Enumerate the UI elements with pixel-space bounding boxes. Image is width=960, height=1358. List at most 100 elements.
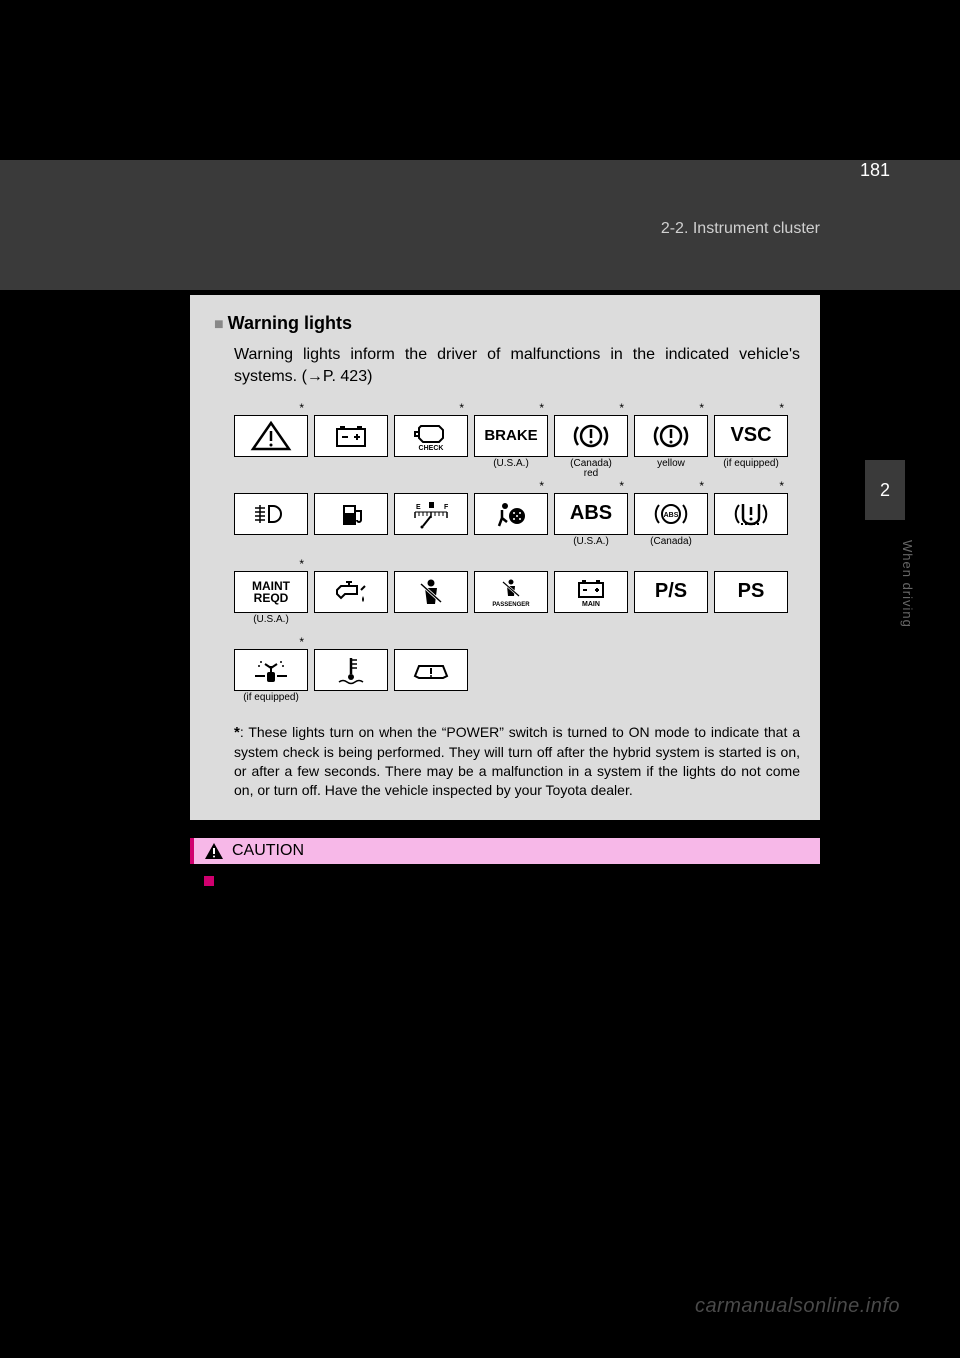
warning-light-box: P/S: [634, 571, 708, 613]
pink-square-icon: [204, 876, 214, 886]
caution-title: CAUTION: [232, 842, 304, 860]
grid-cell: * yellow: [634, 403, 708, 479]
warning-light-box: [314, 415, 388, 457]
abscirc-icon: [649, 498, 693, 530]
grid-cell: *BRAKE(U.S.A.): [474, 403, 548, 479]
warning-light-box: [234, 649, 308, 691]
foglight-icon: [249, 498, 293, 530]
page-number: 181: [860, 160, 890, 181]
star-icon: *: [779, 403, 784, 415]
side-tab-label: When driving: [900, 540, 915, 628]
grid-cell: *PS: [714, 559, 788, 635]
caution-header: CAUTION: [190, 838, 820, 864]
grid-cell: *P/S: [634, 559, 708, 635]
grid-cell: *: [394, 481, 468, 557]
grid-cell-sublabel: yellow: [657, 459, 685, 479]
star-icon: *: [779, 481, 784, 493]
grid-cell: *: [554, 559, 628, 635]
caution-body: If a safety system warning light does no…: [190, 864, 820, 969]
star-icon: *: [619, 481, 624, 493]
star-icon: *: [699, 403, 704, 415]
grid-cell: *VSC(if equipped): [714, 403, 788, 479]
grid-cell: *: [714, 481, 788, 557]
grid-row: *****ABS(U.S.A.)*(Canada)*: [234, 481, 800, 557]
grid-cell: *: [394, 559, 468, 635]
header-section: 2-2. Instrument cluster: [661, 220, 820, 238]
battery-icon: [329, 420, 373, 452]
warning-light-box: [394, 571, 468, 613]
warning-icon: [249, 420, 293, 452]
circbang-icon: [649, 420, 693, 452]
star-icon: *: [539, 403, 544, 415]
grid-cell-sublabel: (Canada): [650, 537, 692, 557]
grid-cell: *: [314, 403, 388, 479]
grid-cell: *: [394, 403, 468, 479]
grid-cell: *: [234, 403, 308, 479]
caution-body-text: If a safety system warning light does no…: [220, 874, 505, 889]
warning-light-box: [474, 493, 548, 535]
warning-light-box: [634, 493, 708, 535]
warning-light-box: [314, 493, 388, 535]
warning-light-box: [314, 571, 388, 613]
mainbatt-icon: [569, 576, 613, 608]
warning-light-box: BRAKE: [474, 415, 548, 457]
warning-light-box: [394, 493, 468, 535]
grid-cell: *: [314, 559, 388, 635]
section-title: ■Warning lights: [214, 313, 800, 334]
grid-row: ****BRAKE(U.S.A.)*(Canada) red*yellow*VS…: [234, 403, 800, 479]
washer-icon: [249, 654, 293, 686]
airbag-icon: [489, 498, 533, 530]
side-tab-chapter: 2: [865, 460, 905, 520]
star-icon: *: [299, 559, 304, 571]
grid-row: *(if equipped)**: [234, 637, 800, 713]
warning-light-box: [474, 571, 548, 613]
grid-cell: *: [234, 481, 308, 557]
star-icon: *: [619, 403, 624, 415]
grid-cell-sublabel: (U.S.A.): [253, 615, 289, 635]
star-icon: *: [539, 481, 544, 493]
content-panel: ■Warning lights Warning lights inform th…: [190, 295, 820, 820]
warning-light-box: [234, 415, 308, 457]
warning-light-box: [314, 649, 388, 691]
square-bullet-icon: ■: [214, 316, 224, 333]
warning-light-box: [554, 415, 628, 457]
oil-icon: [329, 576, 373, 608]
footnote: *: These lights turn on when the “POWER”…: [234, 723, 800, 800]
seatbelt-icon: [409, 576, 453, 608]
passenger-icon: [489, 576, 533, 608]
warning-light-box: [714, 493, 788, 535]
section-intro: Warning lights inform the driver of malf…: [234, 344, 800, 389]
grid-cell-sublabel: (U.S.A.): [573, 537, 609, 557]
star-icon: *: [299, 403, 304, 415]
star-icon: *: [299, 637, 304, 649]
grid-cell: * (Canada): [634, 481, 708, 557]
grid-cell-sublabel: (if equipped): [243, 693, 299, 713]
gauge-icon: [409, 498, 453, 530]
circbang-icon: [569, 420, 613, 452]
warning-light-box: [394, 415, 468, 457]
warning-light-box: [634, 415, 708, 457]
caution-box: CAUTION If a safety system warning light…: [190, 838, 820, 969]
warning-light-box: [234, 493, 308, 535]
grid-cell: * (Canada) red: [554, 403, 628, 479]
section-title-text: Warning lights: [228, 313, 352, 333]
watermark: carmanualsonline.info: [695, 1295, 900, 1318]
warning-light-box: PS: [714, 571, 788, 613]
grid-cell: *: [394, 637, 468, 713]
grid-cell: *: [474, 481, 548, 557]
warning-light-box: [394, 649, 468, 691]
tire-icon: [729, 498, 773, 530]
grid-cell: *: [474, 559, 548, 635]
grid-cell: *ABS(U.S.A.): [554, 481, 628, 557]
star-icon: *: [699, 481, 704, 493]
warning-light-box: VSC: [714, 415, 788, 457]
grid-cell-sublabel: (if equipped): [723, 459, 779, 479]
grid-cell-sublabel: (Canada) red: [570, 459, 612, 479]
warning-light-box: MAINTREQD: [234, 571, 308, 613]
warning-light-grid: ****BRAKE(U.S.A.)*(Canada) red*yellow*VS…: [234, 403, 800, 713]
grid-row: *MAINTREQD(U.S.A.)*****P/S*PS: [234, 559, 800, 635]
footnote-text: : These lights turn on when the “POWER” …: [234, 724, 800, 798]
temp-icon: [329, 654, 373, 686]
grid-cell-sublabel: (U.S.A.): [493, 459, 529, 479]
star-icon: *: [459, 403, 464, 415]
